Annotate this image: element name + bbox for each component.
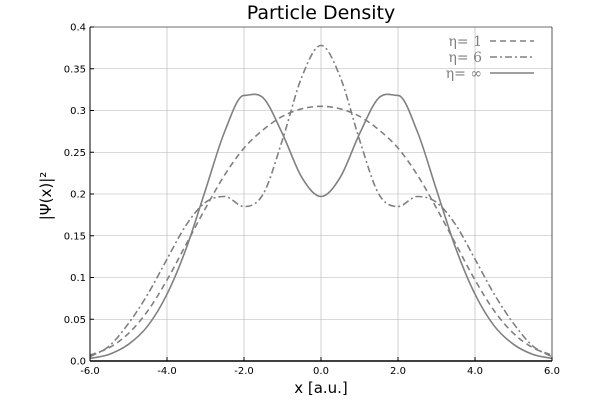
y-tick-label: 0.25 [64,148,86,159]
grid [89,26,553,362]
y-tick-label: 0.1 [70,273,86,284]
x-tick-label: -4.0 [157,366,177,377]
series-lines [89,44,553,360]
x-tick-label: -6.0 [80,366,100,377]
y-tick-label: 0.35 [64,64,86,75]
legend-label-1: η= 1 [449,34,482,50]
y-tick-label: 0.4 [70,23,86,34]
series-line-1 [89,105,553,356]
x-tick-label: 2.0 [390,366,406,377]
series-line-2 [89,44,553,358]
x-tick-label: 6.0 [544,366,560,377]
series-line-3 [89,93,553,360]
x-tick-label: 4.0 [467,366,483,377]
y-tick-label: 0.3 [70,106,86,117]
y-tick-label: 0.05 [64,315,86,326]
legend: η= 1η= 6η= ∞ [446,34,534,82]
x-tick-label: -2.0 [234,366,254,377]
chart-title: Particle Density [247,2,395,24]
y-axis-ticks: 0.0 0.05 0.1 0.15 0.2 0.25 0.3 0.35 0.4 [64,23,94,368]
legend-label-3: η= ∞ [446,66,482,82]
x-axis-label: x [a.u.] [294,379,348,397]
y-axis-label: |Ψ(x)|² [37,172,55,221]
x-axis-ticks: -6.0 -4.0 -2.0 0.0 2.0 4.0 6.0 [80,357,560,377]
y-tick-label: 0.15 [64,231,86,242]
y-tick-label: 0.2 [70,190,86,201]
legend-label-2: η= 6 [449,50,483,66]
x-tick-label: 0.0 [313,366,329,377]
y-tick-label: 0.0 [70,357,86,368]
